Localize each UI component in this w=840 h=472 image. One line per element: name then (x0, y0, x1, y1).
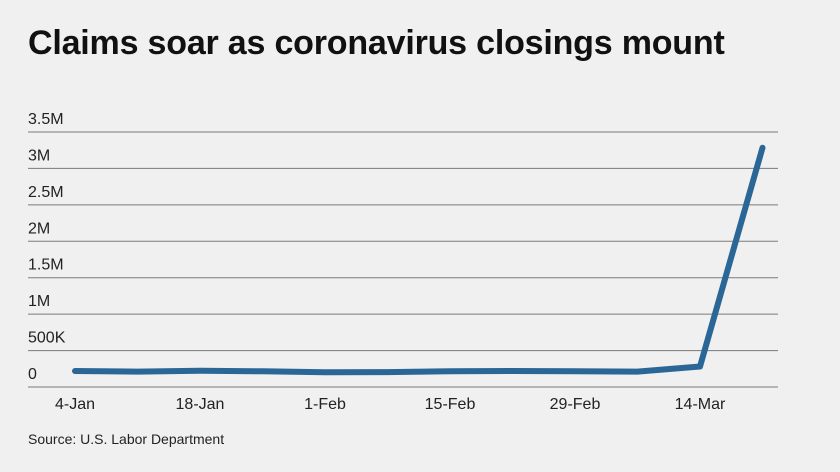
y-tick-label: 3M (28, 147, 50, 164)
y-tick-label: 3.5M (28, 111, 64, 128)
series-group (72, 144, 766, 376)
y-tick-label: 0 (28, 366, 37, 383)
y-tick-label: 2M (28, 220, 50, 237)
y-tick-label: 500K (28, 330, 66, 347)
y-tick-label: 1.5M (28, 257, 64, 274)
x-tick-label: 18-Jan (176, 396, 225, 413)
source-note: Source: U.S. Labor Department (28, 431, 225, 447)
y-tick-label: 2.5M (28, 184, 64, 201)
series-line (72, 144, 766, 376)
y-tick-label: 1M (28, 293, 50, 310)
x-tick-label: 15-Feb (425, 396, 476, 413)
chart-title: Claims soar as coronavirus closings moun… (28, 24, 725, 62)
x-tick-label: 14-Mar (675, 396, 726, 413)
x-tick-label: 29-Feb (550, 396, 601, 413)
x-tick-label: 4-Jan (55, 396, 95, 413)
x-tick-label: 1-Feb (304, 396, 346, 413)
y-axis-tick-labels: 0 500K 1M 1.5M 2M 2.5M 3M 3.5M (28, 111, 66, 383)
gridlines (28, 131, 778, 388)
x-axis-tick-labels: 4-Jan 18-Jan 1-Feb 15-Feb 29-Feb 14-Mar (55, 396, 726, 413)
